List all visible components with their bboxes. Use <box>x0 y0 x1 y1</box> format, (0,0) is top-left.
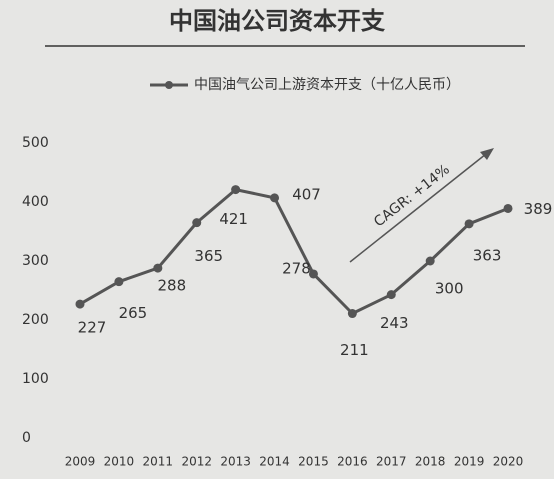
chart-title: 中国油公司资本开支 <box>169 7 386 35</box>
trend-arrow-head <box>480 148 494 160</box>
data-point <box>425 256 435 266</box>
x-tick-label: 2017 <box>376 455 407 469</box>
data-label: 421 <box>219 210 248 228</box>
legend-label: 中国油气公司上游资本开支（十亿人民币） <box>194 77 460 93</box>
data-point <box>386 290 396 300</box>
x-tick-label: 2015 <box>298 455 329 469</box>
data-label: 243 <box>380 314 409 332</box>
x-tick-label: 2010 <box>104 455 135 469</box>
data-label: 389 <box>524 200 553 218</box>
data-label: 365 <box>194 247 223 265</box>
data-point <box>270 193 280 203</box>
trend-arrow <box>349 153 487 263</box>
x-tick-label: 2020 <box>493 455 524 469</box>
x-tick-label: 2012 <box>181 455 212 469</box>
y-tick-label: 0 <box>22 430 31 446</box>
y-tick-label: 400 <box>22 194 49 210</box>
x-tick-label: 2009 <box>65 455 96 469</box>
legend-marker <box>165 81 173 89</box>
data-point <box>75 299 85 309</box>
x-tick-label: 2013 <box>220 455 251 469</box>
data-label: 363 <box>473 246 502 264</box>
data-point <box>464 219 474 229</box>
data-point <box>192 218 202 228</box>
data-point <box>153 263 163 273</box>
x-tick-label: 2019 <box>454 455 485 469</box>
data-point <box>308 269 318 279</box>
y-tick-label: 200 <box>22 312 49 328</box>
y-tick-label: 300 <box>22 253 49 269</box>
data-point <box>503 203 513 213</box>
x-tick-label: 2018 <box>415 455 446 469</box>
data-label: 288 <box>157 277 186 295</box>
data-point <box>347 309 357 319</box>
data-label: 265 <box>119 304 148 322</box>
x-tick-label: 2011 <box>143 455 174 469</box>
data-line <box>79 188 509 316</box>
data-point <box>231 185 241 195</box>
y-tick-label: 100 <box>22 371 49 387</box>
data-label: 211 <box>340 341 369 359</box>
data-point <box>114 277 124 287</box>
data-label: 300 <box>435 280 464 298</box>
data-label: 227 <box>78 319 107 337</box>
data-label: 407 <box>292 185 321 203</box>
x-tick-label: 2016 <box>337 455 368 469</box>
x-tick-label: 2014 <box>259 455 290 469</box>
y-tick-label: 500 <box>22 135 49 151</box>
data-label: 278 <box>282 259 311 277</box>
